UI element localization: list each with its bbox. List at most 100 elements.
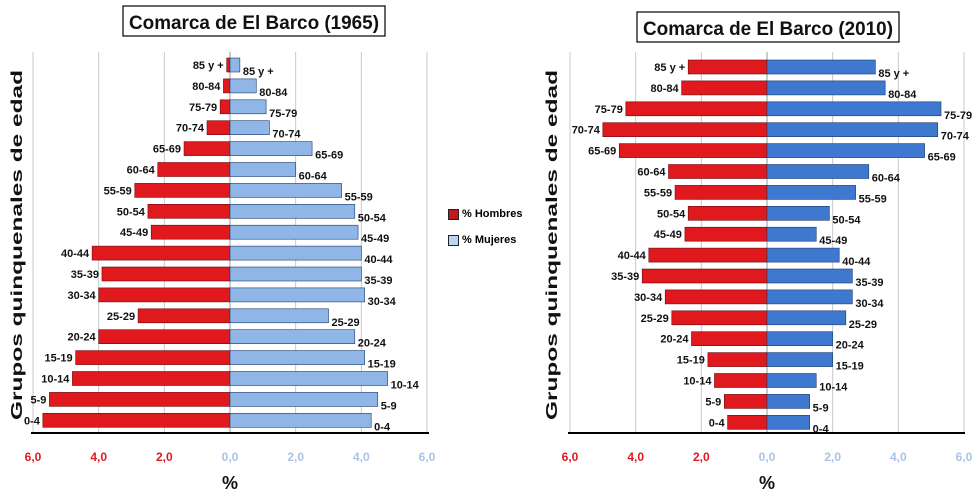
bar-hombres-1965-16 (49, 392, 231, 407)
bar-mujeres-2010-9 (766, 247, 840, 263)
bar-hombres-2010-1 (681, 80, 768, 96)
category-label-right-2010-11: 30-34 (855, 298, 884, 310)
tick-label-right-2010-0: 0,0 (759, 450, 776, 464)
bar-mujeres-2010-0 (766, 59, 876, 75)
category-label-left-1965-16: 5-9 (31, 394, 47, 406)
chart-title-box-1965 (122, 5, 386, 37)
chart-title-box-2010 (636, 11, 900, 43)
bar-mujeres-1965-6 (229, 183, 342, 198)
category-label-right-1965-3: 70-74 (272, 129, 301, 141)
bar-mujeres-2010-10 (766, 268, 853, 284)
bar-mujeres-1965-17 (229, 412, 372, 428)
category-label-left-2010-7: 50-54 (657, 208, 686, 220)
bar-hombres-1965-12 (137, 308, 231, 324)
bar-mujeres-2010-6 (766, 185, 856, 200)
category-label-left-1965-8: 45-49 (120, 227, 148, 239)
chart-title-2010: Comarca de El Barco (2010) (643, 19, 893, 40)
bar-hombres-1965-5 (157, 162, 231, 177)
tick-label-right-2010-2: 4,0 (890, 450, 907, 464)
tick-label-right-2010-1: 2,0 (824, 450, 841, 464)
bar-mujeres-2010-2 (766, 101, 942, 117)
category-label-left-1965-1: 80-84 (192, 81, 221, 93)
bar-hombres-1965-4 (183, 141, 231, 156)
y-axis-label-1965: Grupos quinquenales de edad (9, 70, 26, 420)
category-label-left-2010-14: 15-19 (677, 355, 705, 367)
bar-hombres-1965-7 (147, 204, 231, 219)
category-label-right-2010-13: 20-24 (836, 340, 865, 352)
category-label-left-2010-9: 40-44 (618, 250, 647, 262)
bar-hombres-2010-7 (687, 206, 768, 221)
category-label-left-2010-15: 10-14 (683, 376, 712, 388)
category-label-right-2010-4: 65-69 (928, 152, 956, 164)
category-label-left-1965-7: 50-54 (117, 206, 146, 218)
bar-mujeres-1965-11 (229, 287, 365, 303)
bar-hombres-2010-8 (684, 226, 768, 242)
tick-label-right-1965-1: 2,0 (287, 450, 304, 464)
category-label-left-1965-13: 20-24 (68, 332, 97, 344)
category-label-right-1965-11: 30-34 (368, 296, 397, 308)
x-axis-label-2010: % (759, 473, 775, 493)
category-label-right-2010-14: 15-19 (836, 361, 864, 373)
category-label-left-2010-6: 55-59 (644, 187, 672, 199)
category-label-left-2010-4: 65-69 (588, 146, 616, 158)
category-label-left-1965-11: 30-34 (68, 290, 97, 302)
category-label-right-2010-6: 55-59 (859, 193, 887, 205)
category-label-left-1965-0: 85 y + (193, 60, 224, 72)
bar-mujeres-1965-9 (229, 245, 362, 261)
bar-hombres-2010-13 (691, 331, 768, 347)
category-label-right-1965-7: 50-54 (358, 212, 387, 224)
category-label-left-2010-10: 35-39 (611, 271, 639, 283)
category-label-right-1965-1: 80-84 (259, 87, 288, 99)
y-axis-label-2010: Grupos quinquenales de edad (544, 70, 561, 420)
legend-item-mujeres: % Mujeres (448, 234, 528, 246)
category-label-right-2010-2: 75-79 (944, 110, 972, 122)
bar-mujeres-1965-12 (229, 308, 329, 324)
bar-hombres-2010-3 (602, 122, 768, 137)
bar-hombres-1965-0 (226, 57, 231, 73)
category-label-left-2010-17: 0-4 (709, 417, 726, 429)
bar-mujeres-2010-16 (766, 394, 810, 409)
category-label-left-2010-13: 20-24 (660, 334, 689, 346)
bar-hombres-2010-0 (687, 59, 768, 75)
category-label-right-1965-5: 60-64 (299, 171, 328, 183)
bar-mujeres-1965-13 (229, 329, 356, 345)
category-label-right-1965-14: 15-19 (368, 359, 396, 371)
bar-mujeres-2010-5 (766, 164, 870, 179)
category-label-left-2010-1: 80-84 (650, 83, 679, 95)
bar-hombres-2010-12 (671, 310, 768, 326)
bar-hombres-1965-3 (206, 120, 231, 135)
category-label-right-1965-12: 25-29 (332, 317, 360, 329)
bar-mujeres-1965-8 (229, 224, 359, 240)
bar-mujeres-1965-7 (229, 204, 356, 219)
category-label-left-2010-16: 5-9 (705, 396, 721, 408)
bar-hombres-1965-11 (98, 287, 231, 303)
category-label-right-2010-8: 45-49 (819, 235, 847, 247)
bar-mujeres-1965-3 (229, 120, 270, 135)
category-label-left-1965-14: 15-19 (45, 353, 73, 365)
bar-mujeres-1965-4 (229, 141, 313, 156)
bar-hombres-2010-16 (724, 394, 768, 409)
bar-hombres-2010-14 (707, 352, 768, 367)
category-label-left-1965-3: 70-74 (176, 123, 205, 135)
category-label-right-1965-17: 0-4 (374, 421, 391, 433)
tick-label-right-1965-3: 6,0 (419, 450, 436, 464)
bar-hombres-2010-17 (727, 414, 768, 430)
category-label-left-1965-2: 75-79 (189, 102, 217, 114)
bar-hombres-1965-6 (134, 183, 231, 198)
category-label-right-2010-1: 80-84 (888, 89, 917, 101)
category-label-right-2010-5: 60-64 (872, 173, 901, 185)
category-label-right-1965-10: 35-39 (364, 275, 392, 287)
bar-hombres-2010-9 (648, 247, 768, 263)
bar-hombres-1965-2 (219, 99, 231, 115)
category-label-left-1965-4: 65-69 (153, 144, 181, 156)
category-label-left-2010-0: 85 y + (654, 62, 685, 74)
category-label-right-2010-9: 40-44 (842, 256, 871, 268)
category-label-left-1965-12: 25-29 (107, 311, 135, 323)
bar-mujeres-1965-14 (229, 350, 365, 365)
bar-mujeres-2010-14 (766, 352, 833, 367)
category-label-right-2010-7: 50-54 (832, 214, 861, 226)
category-label-right-1965-0: 85 y + (243, 66, 274, 78)
category-label-right-2010-16: 5-9 (813, 402, 829, 414)
bar-hombres-2010-11 (664, 289, 768, 305)
